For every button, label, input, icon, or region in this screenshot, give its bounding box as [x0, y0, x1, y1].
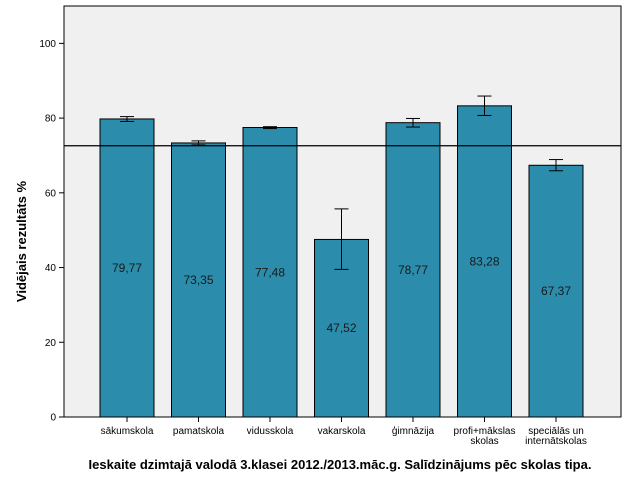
bar-value-label: 83,28: [469, 254, 499, 268]
y-axis-label: Vidējais rezultāts %: [14, 180, 29, 302]
x-tick-label: pamatskola: [173, 426, 225, 437]
bar: [528, 164, 584, 418]
bar-value-label: 77,48: [255, 265, 285, 279]
x-axis-title: Ieskaite dzimtajā valodā 3.klasei 2012./…: [88, 457, 592, 472]
y-tick-label: 100: [39, 39, 56, 50]
bar: [457, 105, 512, 418]
y-tick-label: 80: [45, 114, 57, 125]
bar-value-label: 67,37: [541, 284, 571, 298]
bar: [385, 122, 441, 418]
x-tick-label: speciālās un internātskolas: [525, 426, 587, 447]
y-tick-label: 20: [45, 338, 57, 349]
x-tick-label: vidusskola: [247, 426, 294, 437]
chart: 0 20 40 60 80 100 Vidējais rezultāts % 79,77 73,…: [14, 5, 622, 447]
chart-svg: 0 20 40 60 80 100 Vidējais rezultāts % 79,77 73,…: [14, 5, 622, 447]
bar-value-label: 73,35: [183, 273, 213, 287]
bar-value-label: 79,77: [112, 261, 142, 275]
bar: [99, 118, 155, 418]
x-tick-label: profi+mākslas skolas: [454, 426, 516, 447]
y-tick-label: 0: [50, 413, 56, 424]
x-tick-label: sākumskola: [101, 426, 154, 437]
bar-value-label: 47,52: [326, 321, 356, 335]
bar: [171, 142, 226, 418]
x-tick-label: ģimnāzija: [392, 424, 435, 437]
y-tick-label: 40: [45, 263, 57, 274]
y-tick-label: 60: [45, 188, 57, 199]
bar-value-label: 78,77: [398, 263, 428, 277]
x-tick-label: vakarskola: [318, 426, 366, 437]
